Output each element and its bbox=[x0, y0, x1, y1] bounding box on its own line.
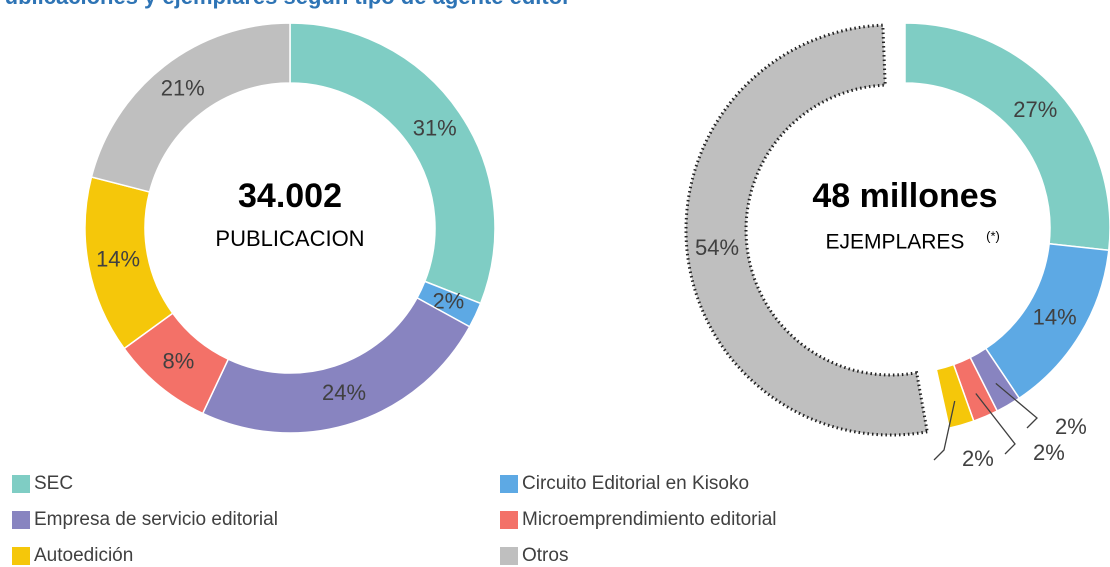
legend-swatch bbox=[12, 511, 30, 529]
donut-slice bbox=[289, 22, 496, 305]
data-label: 2% bbox=[962, 446, 994, 471]
leader-line bbox=[995, 382, 1038, 429]
donut-slice bbox=[684, 23, 929, 437]
center-value: 48 millones bbox=[812, 177, 997, 215]
legend-swatch bbox=[12, 547, 30, 565]
legend-swatch bbox=[500, 511, 518, 529]
legend-label: Empresa de servicio editorial bbox=[34, 509, 278, 530]
data-label: 2% bbox=[1033, 440, 1065, 465]
legend-label: Autoedición bbox=[34, 545, 133, 566]
data-label: 2% bbox=[1055, 414, 1087, 439]
data-label: 14% bbox=[96, 247, 140, 272]
legend-label: SEC bbox=[34, 473, 73, 494]
center-label: EJEMPLARES bbox=[826, 231, 965, 254]
chart-title: Publicaciones y ejemplares según tipo de… bbox=[0, 0, 571, 9]
donut-slice bbox=[90, 22, 291, 193]
data-label: 14% bbox=[1033, 304, 1077, 329]
center-label: PUBLICACION bbox=[215, 226, 364, 251]
legend-label: Microemprendimiento editorial bbox=[522, 509, 777, 530]
data-label: 24% bbox=[322, 380, 366, 405]
legend-label: Otros bbox=[522, 545, 568, 566]
legend-swatch bbox=[500, 475, 518, 493]
data-label: 27% bbox=[1013, 97, 1057, 122]
data-label: 8% bbox=[163, 349, 195, 374]
data-label: 21% bbox=[161, 76, 205, 101]
leader-line bbox=[975, 393, 1016, 455]
center-note: (*) bbox=[986, 228, 1000, 243]
donut-slice bbox=[935, 363, 975, 430]
legend-swatch bbox=[12, 475, 30, 493]
donut-slice bbox=[201, 296, 471, 434]
center-value: 34.002 bbox=[238, 177, 342, 215]
legend-label: Circuito Editorial en Kisoko bbox=[522, 473, 749, 494]
leader-line bbox=[933, 400, 956, 461]
legend-swatch bbox=[500, 547, 518, 565]
data-label: 54% bbox=[695, 235, 739, 260]
donut-slice bbox=[904, 22, 1110, 252]
data-label: 31% bbox=[413, 115, 457, 140]
